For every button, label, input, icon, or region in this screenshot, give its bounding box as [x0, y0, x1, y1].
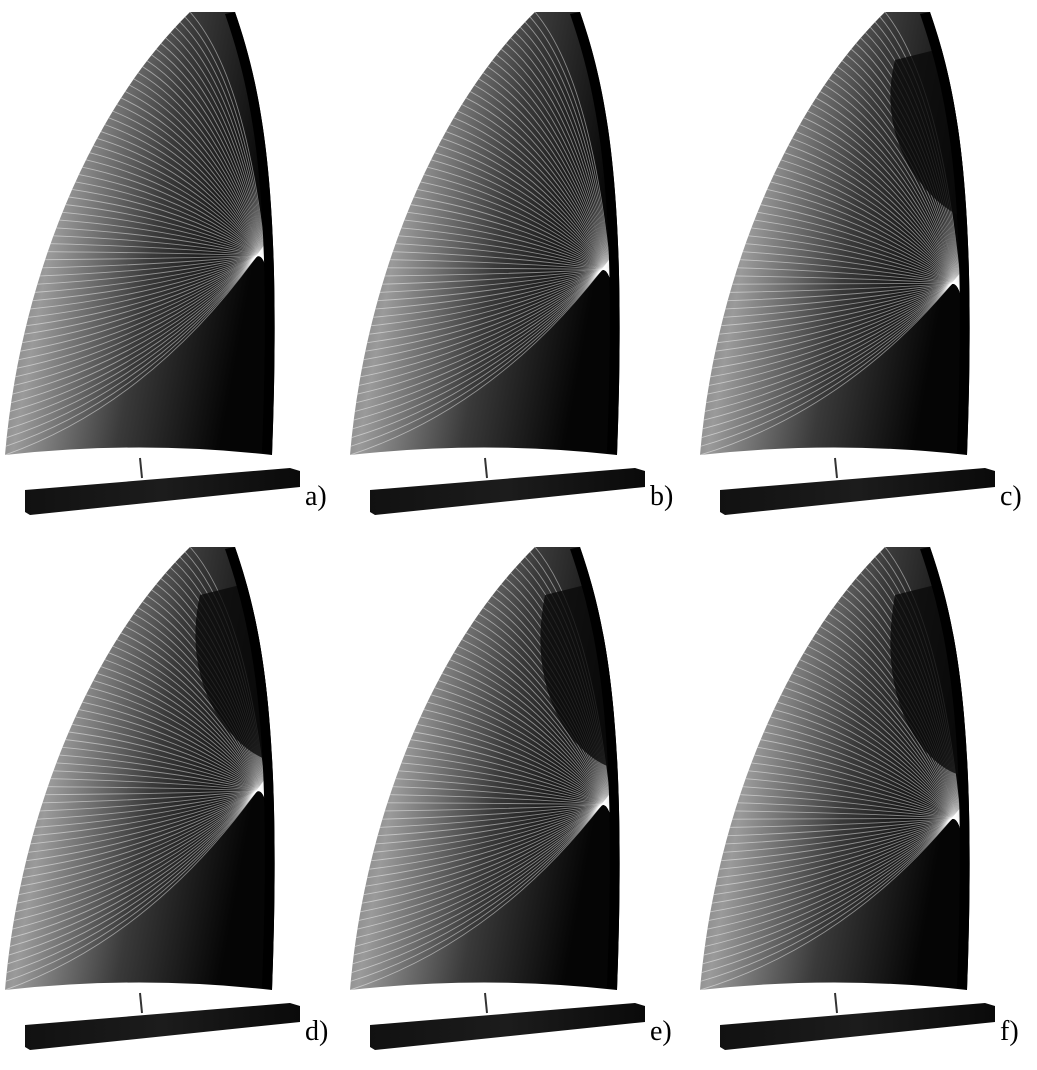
mast-foot	[835, 993, 837, 1013]
panel: e)	[350, 547, 672, 1050]
hull	[370, 1003, 645, 1050]
mast-foot	[140, 993, 142, 1013]
panel: c)	[700, 12, 1022, 515]
mast-foot	[835, 458, 837, 478]
hull	[720, 1003, 995, 1050]
panel: a)	[5, 12, 327, 515]
mast-foot	[485, 993, 487, 1013]
mast-foot	[140, 458, 142, 478]
panel-label: e)	[650, 1016, 672, 1047]
panel: f)	[700, 547, 1019, 1050]
hull	[720, 468, 995, 515]
panel-label: d)	[305, 1016, 328, 1047]
mast-foot	[485, 458, 487, 478]
panel-label: c)	[1000, 481, 1022, 512]
hull	[25, 468, 300, 515]
hull	[370, 468, 645, 515]
figure: a) b) c) d) e) f)	[0, 0, 1037, 1070]
panel-label: b)	[650, 481, 673, 512]
panel-label: f)	[1000, 1016, 1019, 1047]
panel: b)	[350, 12, 673, 515]
panel: d)	[5, 547, 328, 1050]
hull	[25, 1003, 300, 1050]
panel-label: a)	[305, 481, 327, 512]
